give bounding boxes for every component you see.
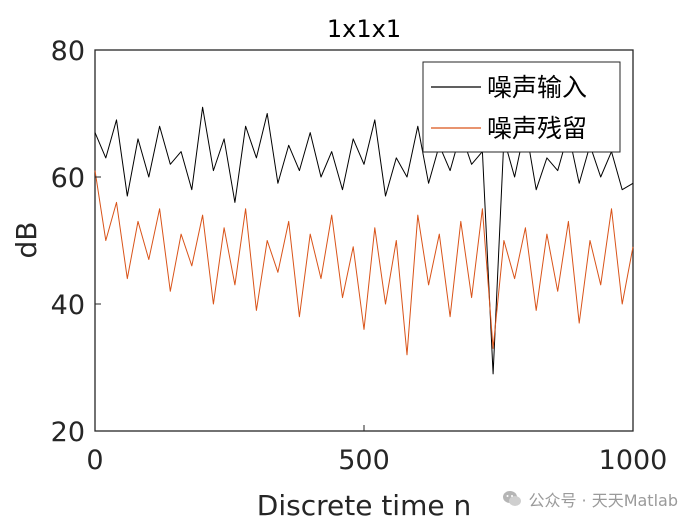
chart-title: 1x1x1	[327, 15, 401, 43]
tick-layer: 0 500 1000 20 40 60 80	[51, 36, 668, 476]
series-line-noise-input	[94, 106, 634, 375]
watermark: 公众号 · 天天Matlab	[502, 487, 678, 511]
watermark-text: 公众号 · 天天Matlab	[528, 491, 678, 510]
series-line-noise-residual	[94, 170, 634, 356]
y-tick-label: 60	[51, 163, 85, 194]
plot-area: 0 500 1000 20 40 60 80	[51, 36, 668, 476]
y-axis-label: dB	[10, 222, 43, 259]
series-layer	[94, 106, 634, 375]
x-axis-label: Discrete time n	[257, 489, 471, 522]
wechat-icon	[503, 491, 522, 506]
x-tick-label: 0	[86, 445, 103, 476]
legend-box	[422, 61, 621, 153]
x-tick-label: 500	[338, 445, 390, 476]
x-tick-label: 1000	[599, 445, 668, 476]
legend-label-noise-residual: 噪声残留	[487, 114, 587, 143]
y-tick-label: 40	[51, 290, 85, 321]
legend: 噪声输入 噪声残留	[422, 61, 621, 153]
y-tick-label: 20	[51, 417, 85, 448]
legend-label-noise-input: 噪声输入	[487, 73, 587, 102]
y-tick-label: 80	[51, 36, 85, 67]
